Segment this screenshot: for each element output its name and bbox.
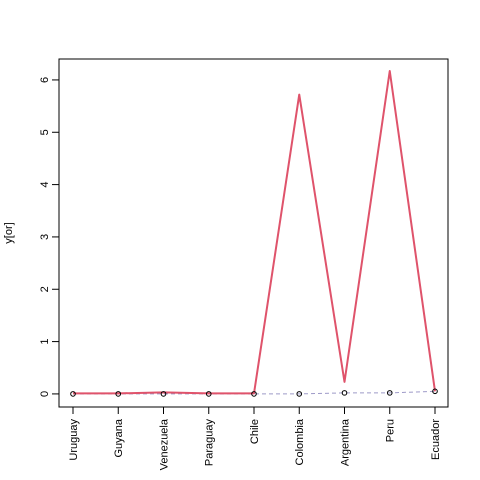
series-line-2: [73, 390, 436, 395]
series-point: [70, 391, 76, 397]
plot-frame: [58, 58, 449, 408]
y-tick-label: 0: [39, 391, 51, 397]
y-tick-label: 1: [39, 339, 51, 345]
x-tick-label: Peru: [385, 419, 397, 442]
y-tick-label: 2: [39, 286, 51, 292]
series-point: [296, 391, 303, 397]
y-tick-label: 6: [39, 77, 51, 83]
x-tick-label: Paraguay: [204, 419, 216, 467]
y-tick-label: 5: [39, 129, 51, 135]
x-axis: Uruguay Guyana Venezuela Paraguay Chile Colom…: [68, 406, 442, 470]
y-tick-label: 3: [39, 234, 51, 240]
x-tick-label: Chile: [249, 419, 261, 444]
series-point: [251, 391, 257, 397]
x-tick-label: Guyana: [113, 418, 125, 457]
x-tick-label: Ecuador: [430, 419, 442, 460]
series-point: [432, 388, 438, 395]
series-point: [160, 391, 167, 397]
x-tick-label: Venezuela: [158, 418, 170, 470]
x-tick-label: Colombia: [294, 418, 306, 465]
y-axis-title: y[or]: [3, 222, 15, 243]
y-tick-label: 4: [39, 182, 51, 188]
series-layer: [70, 70, 438, 397]
series-point: [386, 390, 393, 396]
x-tick-label: Uruguay: [68, 419, 80, 461]
x-tick-label: Argentina: [339, 418, 351, 466]
series-point: [341, 390, 348, 396]
y-axis: 0 1 2 3 4 5 6: [39, 77, 60, 397]
series-point: [205, 391, 212, 397]
series-point: [115, 391, 122, 397]
series-line-1: [73, 70, 436, 395]
